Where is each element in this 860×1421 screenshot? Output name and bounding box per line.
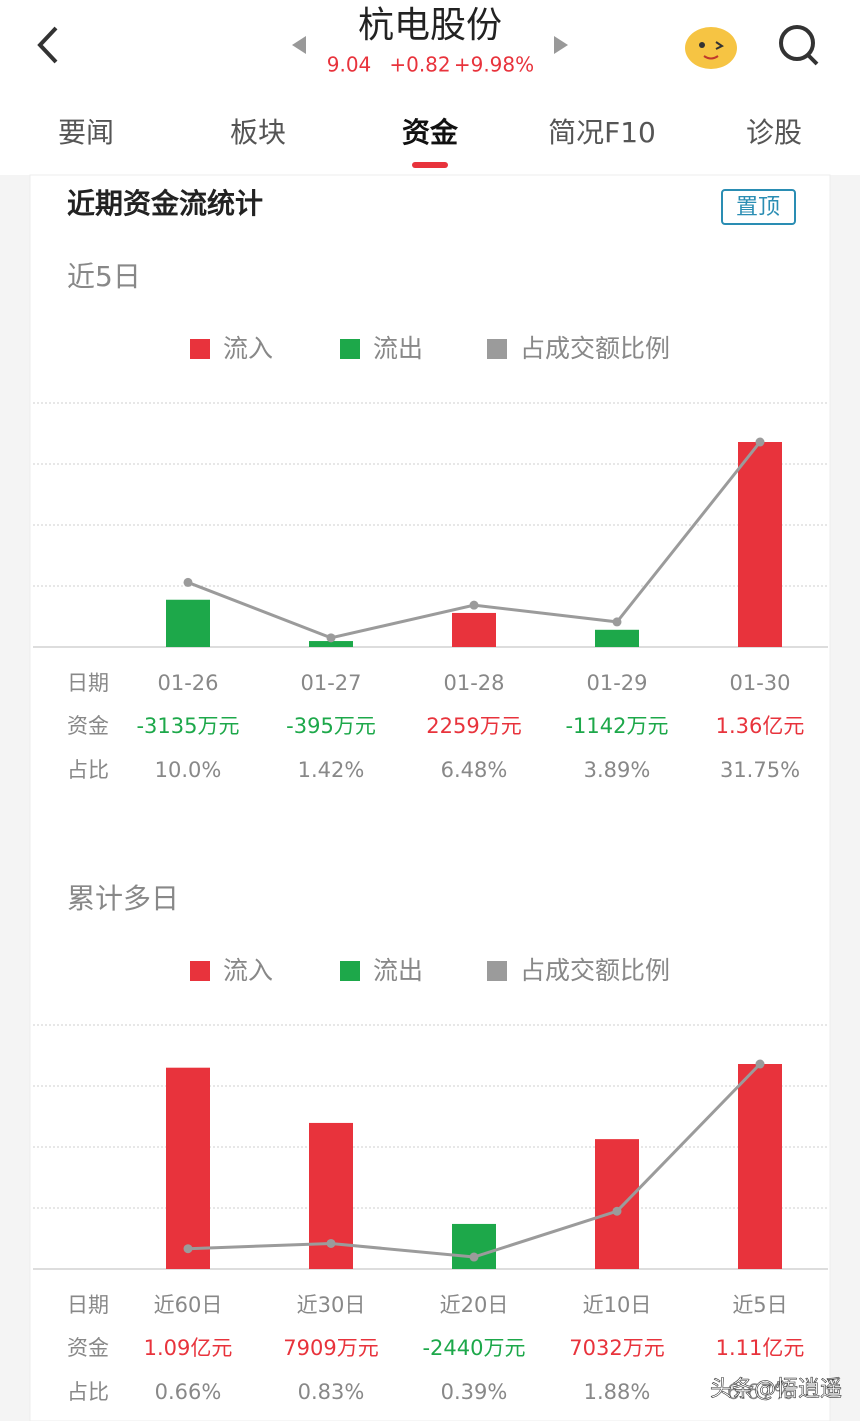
bar [595,629,639,647]
ratio-point [755,1059,765,1069]
date-label: 01-30 [729,671,790,695]
change: +0.82 [389,53,450,77]
next-stock[interactable] [554,36,568,54]
ratio-point [183,1244,193,1254]
row-label: 占比 [67,1380,109,1404]
row-label: 占比 [67,758,109,782]
row-label: 资金 [67,1336,109,1360]
legend-label: 占成交额比例 [520,956,670,985]
section-title: 近5日 [67,260,141,293]
fund-label: 1.11亿元 [716,1336,805,1360]
fund-label: -3135万元 [136,714,239,738]
fund-label: 7032万元 [569,1336,664,1360]
date-label: 近5日 [732,1293,787,1317]
legend-label: 占成交额比例 [520,334,670,363]
prev-stock[interactable] [292,36,306,54]
date-label: 01-28 [443,671,504,695]
ratio-point [326,1238,336,1248]
search-icon[interactable] [779,25,819,66]
ratio-point [755,437,765,447]
legend-label: 流入 [223,956,273,985]
row-label: 日期 [67,1293,109,1317]
bar [452,1223,496,1269]
date-label: 近30日 [297,1293,366,1317]
tab-indicator [412,162,448,168]
tab[interactable]: 诊股 [746,116,802,149]
fund-label: 2259万元 [426,714,521,738]
legend-swatch [190,339,210,359]
ratio-point [612,1206,622,1216]
fund-label: 1.09亿元 [144,1336,233,1360]
legend-swatch [340,339,360,359]
fund-label: 1.36亿元 [716,714,805,738]
ratio-label: 0.83% [298,1380,365,1404]
legend-swatch [190,961,210,981]
watermark: 头条@悟逍遥 [710,1377,842,1402]
stock-name: 杭电股份 [358,5,502,46]
ratio-label: 1.42% [298,758,365,782]
legend-label: 流入 [223,334,273,363]
date-label: 01-29 [586,671,647,695]
ratio-point [612,617,622,627]
ratio-point [326,633,336,643]
ratio-point [469,600,479,610]
bar [595,1139,639,1269]
bar [309,641,353,647]
bar [452,612,496,647]
tab[interactable]: 要闻 [58,116,114,149]
change-pct: +9.98% [454,53,534,77]
date-label: 01-26 [157,671,218,695]
ratio-label: 0.39% [441,1380,508,1404]
tab[interactable]: 板块 [230,116,286,149]
date-label: 近10日 [583,1293,652,1317]
legend-label: 流出 [373,956,423,985]
tab[interactable]: 资金 [402,116,459,149]
legend-swatch [487,339,507,359]
ratio-point [183,577,193,587]
fund-label: -395万元 [286,714,376,738]
fund-label: -1142万元 [565,714,668,738]
date-label: 01-27 [300,671,361,695]
ratio-label: 31.75% [720,758,800,782]
ratio-label: 10.0% [155,758,222,782]
bar [166,1067,210,1269]
date-label: 近20日 [440,1293,509,1317]
bar [166,599,210,647]
ratio-label: 3.89% [584,758,651,782]
fund-label: -2440万元 [422,1336,525,1360]
ratio-label: 1.88% [584,1380,651,1404]
card [29,174,831,1421]
tab[interactable]: 简况F10 [548,116,656,149]
ratio-point [469,1252,479,1262]
legend-swatch [487,961,507,981]
legend-swatch [340,961,360,981]
mascot-icon[interactable] [685,27,737,69]
ratio-label: 0.66% [155,1380,222,1404]
row-label: 日期 [67,671,109,695]
fund-label: 7909万元 [283,1336,378,1360]
legend-label: 流出 [373,334,423,363]
back-button[interactable] [37,26,58,64]
card-title: 近期资金流统计 [67,187,263,220]
ratio-label: 6.48% [441,758,508,782]
pin-button[interactable] [721,189,796,225]
date-label: 近60日 [154,1293,223,1317]
bar [738,442,782,647]
section-title: 累计多日 [67,882,179,915]
bar [738,1064,782,1269]
price: 9.04 [327,53,372,77]
pin-button-label[interactable]: 置顶 [736,195,780,220]
row-label: 资金 [67,714,109,738]
ratio-label: 6.67% [727,1380,794,1404]
